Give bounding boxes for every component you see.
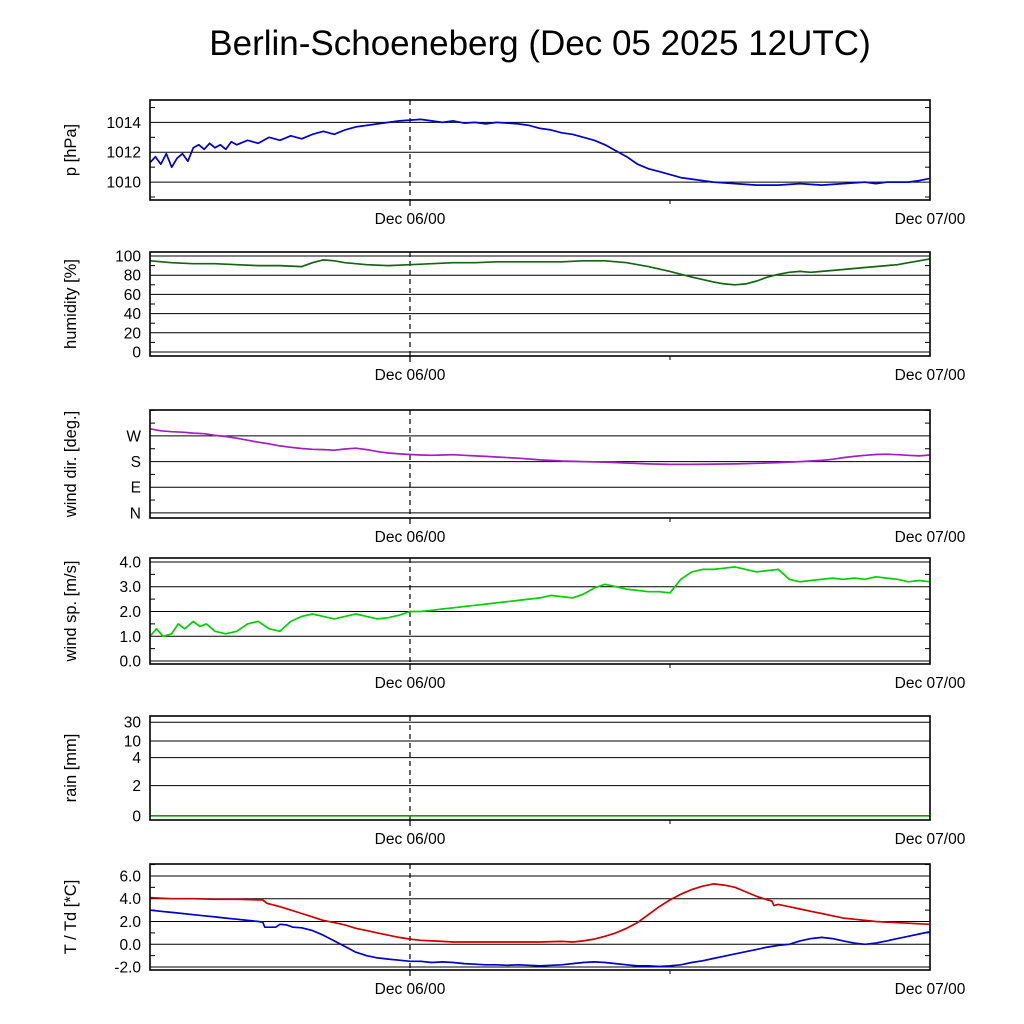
ytick-label: 100 — [115, 249, 141, 266]
ytick-label: 0 — [132, 344, 141, 361]
ytick-label: 4.0 — [119, 554, 141, 571]
y-axis-title: wind dir. [deg.] — [62, 411, 80, 518]
xtick-label: Dec 07/00 — [895, 981, 966, 998]
ytick-label: 2 — [132, 778, 141, 795]
panel-wind-speed: 0.0 1.0 2.0 3.0 4.0 Dec 06/00 Dec 07/00 wind sp… — [62, 554, 966, 692]
ytick-label: W — [126, 428, 141, 445]
ytick-label: E — [131, 480, 141, 497]
y-axis-title: wind sp. [m/s] — [62, 561, 80, 663]
ytick-label: 1012 — [107, 145, 141, 162]
ytick-label: 10 — [124, 733, 142, 750]
xtick-label: Dec 07/00 — [895, 675, 966, 692]
ytick-label: 4 — [132, 750, 141, 767]
plot-box — [149, 863, 931, 971]
ytick-label: 2.0 — [119, 604, 141, 621]
ytick-label: 0 — [132, 808, 141, 825]
y-axis-title: T / Td [*C] — [62, 880, 80, 955]
ytick-label: 20 — [124, 325, 142, 342]
ytick-label: 6.0 — [119, 868, 141, 885]
ytick-label: 30 — [124, 715, 142, 732]
panel-temperature: -2.0 0.0 2.0 4.0 6.0 Dec 06/00 Dec 07/00 T / Td… — [62, 863, 966, 998]
series-Td — [150, 909, 930, 968]
ytick-label: S — [131, 454, 141, 471]
xtick-label: Dec 07/00 — [895, 367, 966, 384]
ytick-label: 1010 — [107, 175, 142, 192]
plot-box — [149, 99, 931, 201]
plot-box — [149, 715, 931, 821]
xtick-label: Dec 07/00 — [895, 831, 966, 848]
panel-pressure: 1010 1012 1014 Dec 06/00 Dec 07/00 p [hPa] — [62, 99, 966, 228]
xtick-label: Dec 06/00 — [375, 831, 446, 848]
series-T — [150, 883, 930, 943]
ytick-label: 40 — [124, 306, 142, 323]
ytick-label: 2.0 — [119, 914, 141, 931]
y-axis-title: p [hPa] — [62, 124, 80, 176]
series-humidity — [150, 258, 930, 286]
ytick-label: 80 — [124, 268, 142, 285]
chart-title: Berlin-Schoeneberg (Dec 05 2025 12UTC) — [209, 24, 871, 63]
y-axis-title: humidity [%] — [62, 259, 80, 349]
ytick-label: N — [130, 505, 141, 522]
ytick-label: 3.0 — [119, 579, 141, 596]
xtick-label: Dec 06/00 — [375, 211, 446, 228]
xtick-label: Dec 07/00 — [895, 211, 966, 228]
ytick-label: 0.0 — [119, 937, 141, 954]
y-axis-title: rain [mm] — [62, 734, 80, 803]
series-wind-direction — [150, 427, 930, 466]
panel-humidity: 0 20 40 60 80 100 Dec 06/00 Dec 07/00 humidity [… — [62, 249, 966, 384]
xtick-label: Dec 06/00 — [375, 367, 446, 384]
xtick-label: Dec 06/00 — [375, 981, 446, 998]
series-wind-speed — [150, 566, 930, 638]
xtick-label: Dec 07/00 — [895, 529, 966, 546]
plot-box — [149, 557, 931, 665]
ytick-label: 1.0 — [119, 629, 141, 646]
ytick-label: 1014 — [107, 115, 142, 132]
plot-box — [149, 409, 931, 519]
xtick-label: Dec 06/00 — [375, 675, 446, 692]
ytick-label: -2.0 — [114, 960, 141, 977]
ytick-label: 4.0 — [119, 891, 141, 908]
series-pressure — [150, 118, 930, 186]
ytick-label: 0.0 — [119, 654, 141, 671]
xtick-label: Dec 06/00 — [375, 529, 446, 546]
plot-box — [149, 251, 931, 357]
ytick-label: 60 — [124, 287, 142, 304]
